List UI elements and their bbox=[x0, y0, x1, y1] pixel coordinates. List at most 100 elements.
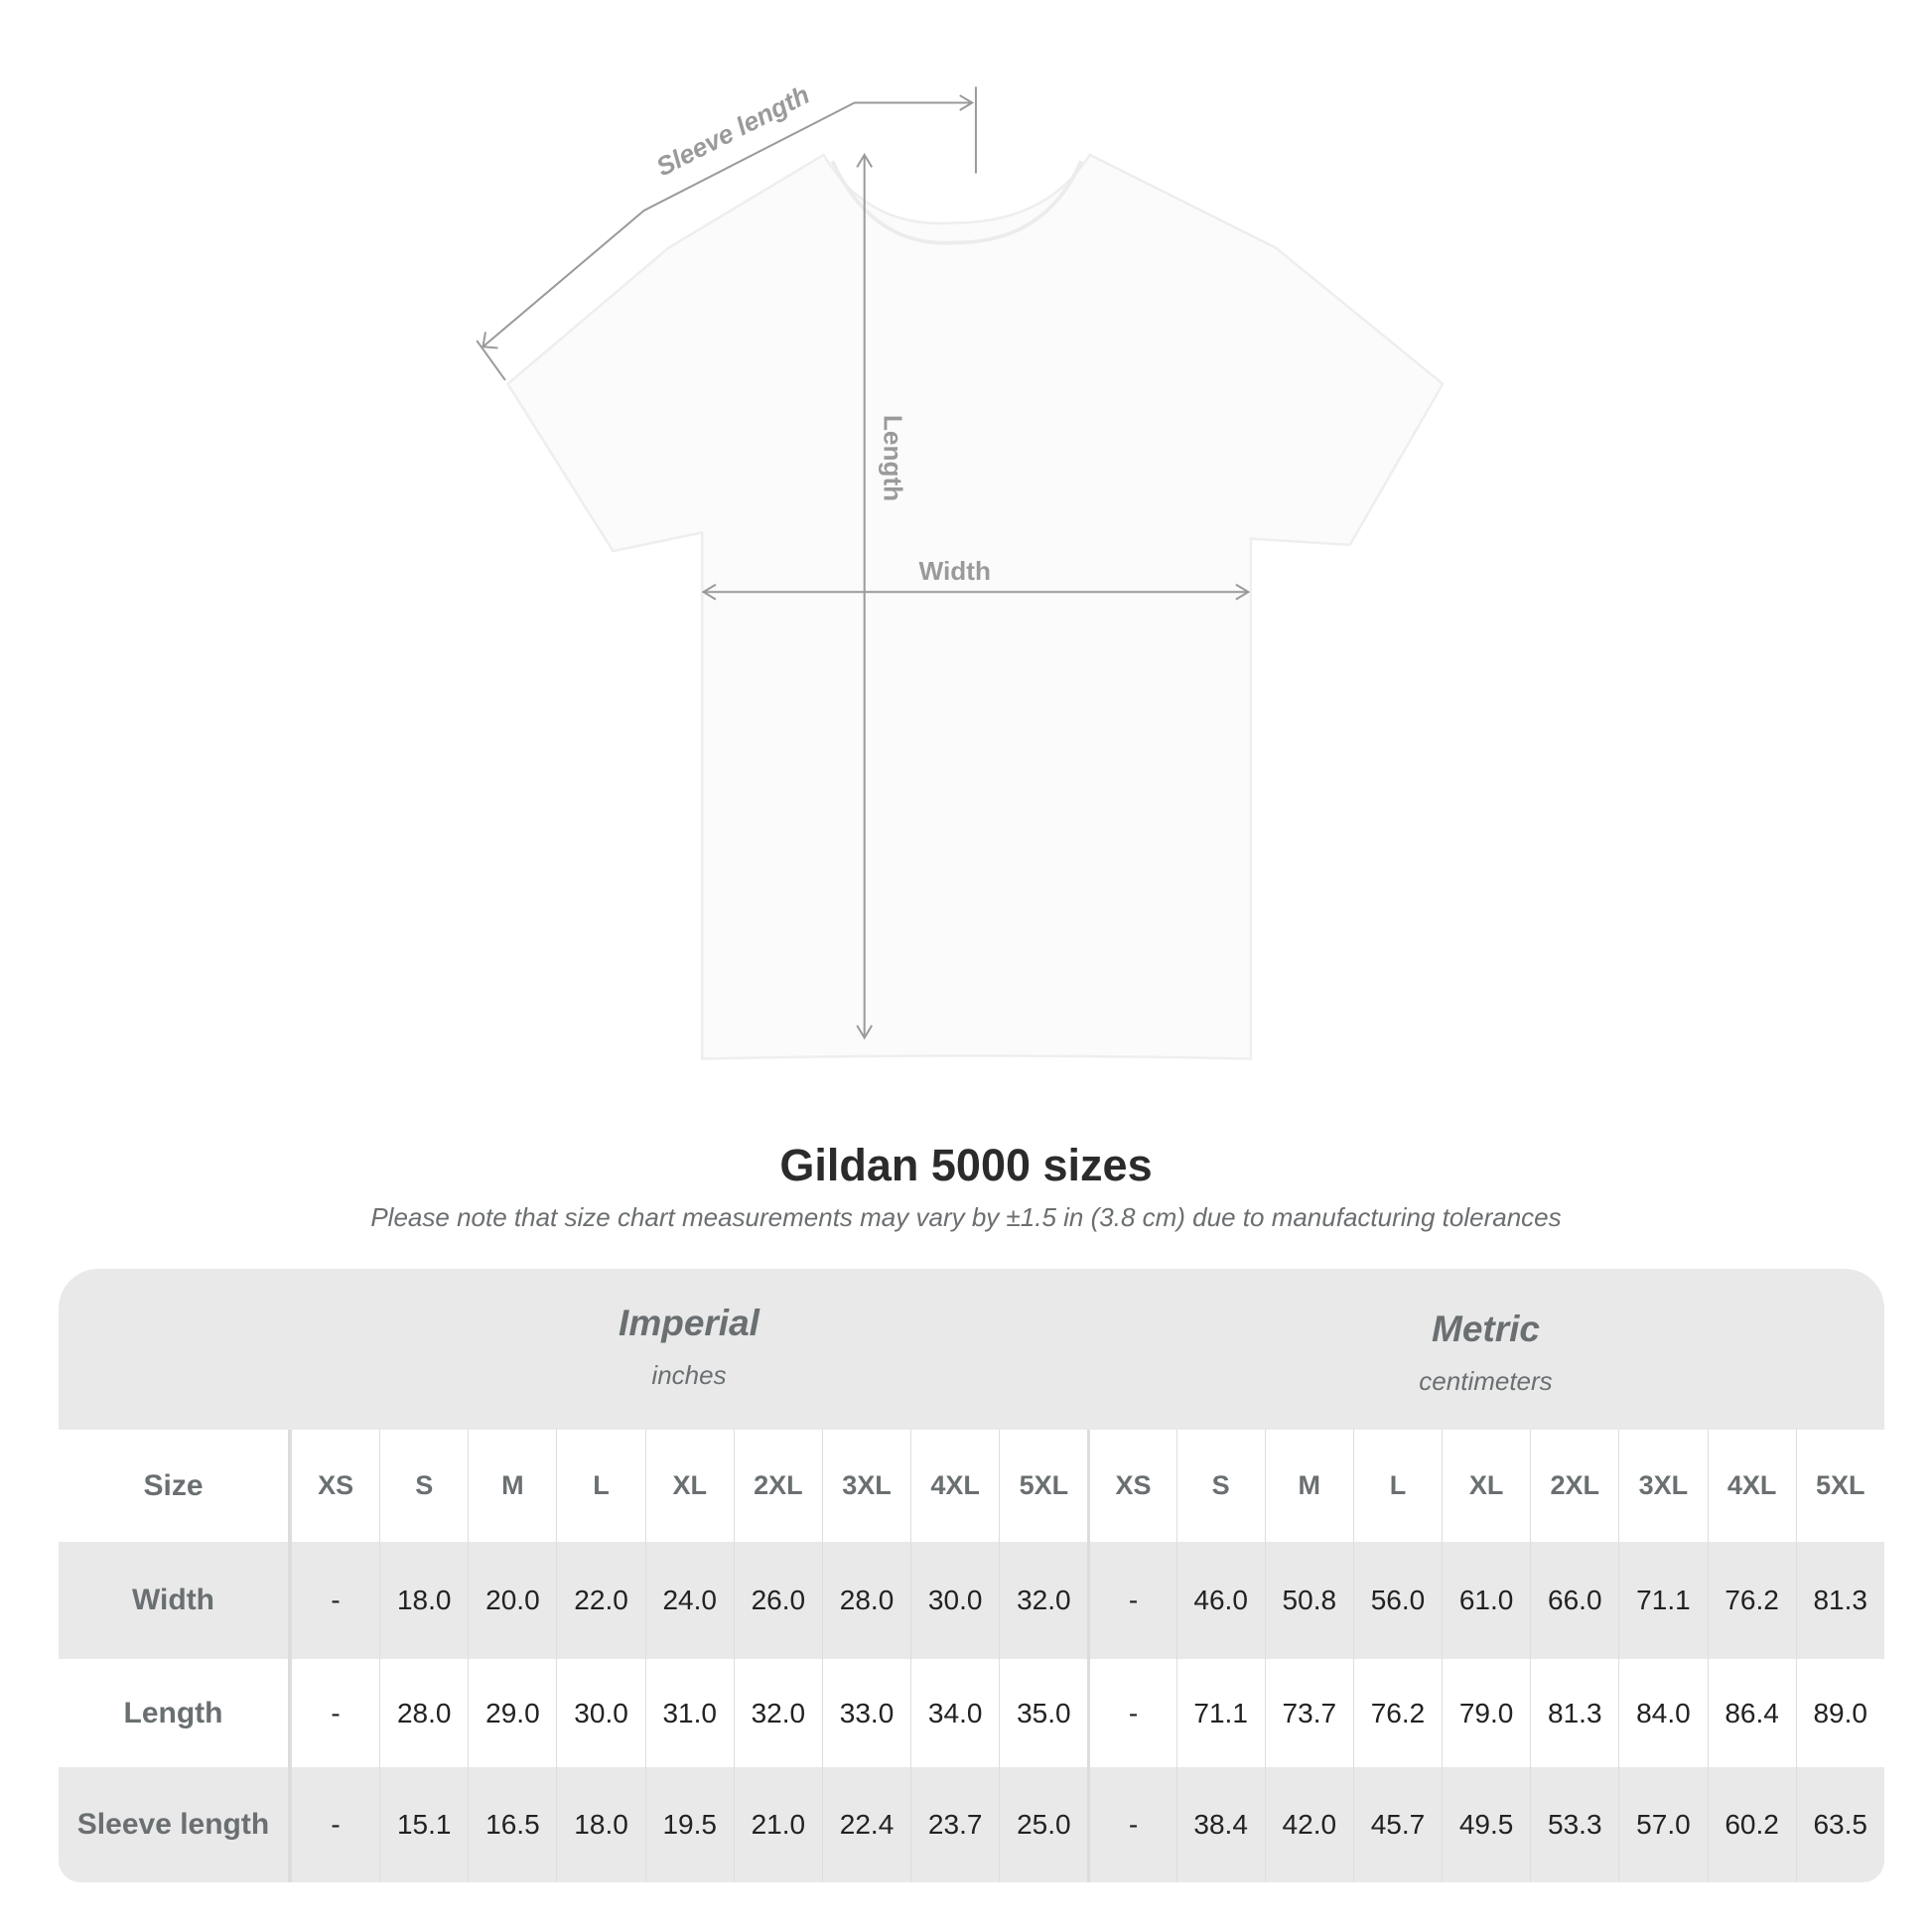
chart-title: Gildan 5000 sizes bbox=[779, 1140, 1153, 1190]
metric-size-header: 5XL bbox=[1795, 1430, 1884, 1542]
imperial-title: Imperial bbox=[619, 1303, 759, 1343]
metric-value-cell: 66.0 bbox=[1530, 1542, 1618, 1659]
width-arrow-right bbox=[1235, 583, 1251, 601]
metric-value-cell: 46.0 bbox=[1175, 1542, 1265, 1659]
metric-value-cell: 56.0 bbox=[1352, 1542, 1442, 1659]
imperial-value-cell: 31.0 bbox=[644, 1659, 734, 1767]
imperial-size-header: M bbox=[468, 1430, 556, 1542]
imperial-value-cell: 28.0 bbox=[379, 1659, 468, 1767]
size-label: Size bbox=[59, 1430, 291, 1542]
imperial-value-cell: 18.0 bbox=[379, 1542, 468, 1659]
width-arrow-left bbox=[701, 583, 717, 601]
imperial-value-cell: - bbox=[291, 1659, 379, 1767]
metric-value-cell: 76.2 bbox=[1352, 1659, 1442, 1767]
metric-value-cell: 50.8 bbox=[1264, 1542, 1353, 1659]
metric-value-cell: 84.0 bbox=[1618, 1659, 1707, 1767]
metric-value-cell: 42.0 bbox=[1264, 1767, 1353, 1882]
metric-value-cell: 81.3 bbox=[1530, 1659, 1618, 1767]
metric-size-header: 3XL bbox=[1618, 1430, 1707, 1542]
imperial-size-header: L bbox=[556, 1430, 644, 1542]
metric-value-cell: 86.4 bbox=[1707, 1659, 1796, 1767]
metric-header: Metric centimeters bbox=[1087, 1309, 1884, 1397]
imperial-value-cell: 22.0 bbox=[556, 1542, 644, 1659]
table-row: Width -18.0 20.0 22.0 24.0 26.0 28.0 30.0 32.0-4… bbox=[59, 1542, 1884, 1659]
imperial-size-header: 5XL bbox=[999, 1430, 1087, 1542]
imperial-value-cell: 32.0 bbox=[999, 1542, 1087, 1659]
imperial-value-cell: 32.0 bbox=[733, 1659, 822, 1767]
sleeve-tick-left bbox=[476, 340, 506, 381]
metric-value-cell: 81.3 bbox=[1795, 1542, 1884, 1659]
row-label: Sleeve length bbox=[59, 1767, 291, 1882]
imperial-value-cell: 35.0 bbox=[999, 1659, 1087, 1767]
imperial-size-header: 3XL bbox=[821, 1430, 910, 1542]
metric-title: Metric bbox=[1432, 1309, 1540, 1349]
imperial-value-cell: - bbox=[291, 1542, 379, 1659]
metric-value-cell: - bbox=[1087, 1542, 1175, 1659]
metric-value-cell: 49.5 bbox=[1442, 1767, 1530, 1882]
imperial-size-header: S bbox=[379, 1430, 468, 1542]
metric-value-cell: 61.0 bbox=[1442, 1542, 1530, 1659]
imperial-value-cell: 16.5 bbox=[468, 1767, 556, 1882]
table-row: Length -28.0 29.0 30.0 31.0 32.0 33.0 34.0 35.0-… bbox=[59, 1659, 1884, 1767]
imperial-value-cell: 34.0 bbox=[910, 1659, 999, 1767]
imperial-header: Imperial inches bbox=[291, 1303, 1087, 1391]
imperial-size-header: XS bbox=[291, 1430, 379, 1542]
metric-size-header: S bbox=[1175, 1430, 1265, 1542]
sleeve-arrow-end bbox=[959, 94, 975, 111]
sleeve-length-label: Sleeve length bbox=[651, 79, 814, 182]
imperial-size-header: XL bbox=[644, 1430, 734, 1542]
tolerance-note: Please note that size chart measurements… bbox=[370, 1202, 1562, 1232]
metric-size-header: XL bbox=[1442, 1430, 1530, 1542]
length-arrow-bottom bbox=[856, 1025, 874, 1040]
imperial-value-cell: 29.0 bbox=[468, 1659, 556, 1767]
metric-unit: centimeters bbox=[1419, 1366, 1553, 1396]
metric-size-header: M bbox=[1264, 1430, 1353, 1542]
metric-size-header: 2XL bbox=[1530, 1430, 1618, 1542]
imperial-value-cell: 20.0 bbox=[468, 1542, 556, 1659]
imperial-unit: inches bbox=[651, 1360, 727, 1390]
table-row: Sleeve length -15.1 16.5 18.0 19.5 21.0 22.4 23… bbox=[59, 1767, 1884, 1882]
metric-value-cell: - bbox=[1087, 1659, 1175, 1767]
metric-value-cell: 73.7 bbox=[1264, 1659, 1353, 1767]
imperial-size-header: 4XL bbox=[910, 1430, 999, 1542]
metric-size-header: XS bbox=[1087, 1430, 1175, 1542]
imperial-value-cell: 25.0 bbox=[999, 1767, 1087, 1882]
metric-value-cell: 79.0 bbox=[1442, 1659, 1530, 1767]
imperial-value-cell: - bbox=[291, 1767, 379, 1882]
imperial-value-cell: 26.0 bbox=[733, 1542, 822, 1659]
sleeve-length-line bbox=[482, 101, 973, 348]
metric-value-cell: - bbox=[1087, 1767, 1175, 1882]
imperial-value-cell: 19.5 bbox=[644, 1767, 734, 1882]
metric-value-cell: 71.1 bbox=[1618, 1542, 1707, 1659]
row-label: Width bbox=[59, 1542, 291, 1659]
imperial-value-cell: 21.0 bbox=[733, 1767, 822, 1882]
tshirt-diagram: Sleeve length Length Width bbox=[476, 79, 1445, 1060]
sleeve-arrow-start bbox=[482, 332, 498, 349]
imperial-value-cell: 30.0 bbox=[910, 1542, 999, 1659]
metric-value-cell: 76.2 bbox=[1707, 1542, 1796, 1659]
imperial-value-cell: 15.1 bbox=[379, 1767, 468, 1882]
imperial-value-cell: 30.0 bbox=[556, 1659, 644, 1767]
imperial-value-cell: 22.4 bbox=[821, 1767, 910, 1882]
metric-value-cell: 63.5 bbox=[1795, 1767, 1884, 1882]
size-table: Imperial inches Metric centimeters Size X… bbox=[59, 1269, 1884, 1882]
metric-value-cell: 71.1 bbox=[1175, 1659, 1265, 1767]
imperial-value-cell: 28.0 bbox=[821, 1542, 910, 1659]
table-header-band: Imperial inches Metric centimeters bbox=[59, 1269, 1884, 1430]
imperial-value-cell: 24.0 bbox=[644, 1542, 734, 1659]
tshirt-shape bbox=[505, 153, 1445, 1060]
size-header-row: Size XS S M L XL 2XL 3XL 4XL 5XL XS S M L XL 2XL 3XL 4XL 5… bbox=[59, 1430, 1884, 1542]
metric-value-cell: 53.3 bbox=[1530, 1767, 1618, 1882]
metric-size-header: 4XL bbox=[1707, 1430, 1796, 1542]
metric-value-cell: 57.0 bbox=[1618, 1767, 1707, 1882]
metric-value-cell: 38.4 bbox=[1175, 1767, 1265, 1882]
imperial-value-cell: 33.0 bbox=[821, 1659, 910, 1767]
imperial-size-header: 2XL bbox=[733, 1430, 822, 1542]
length-label: Length bbox=[879, 415, 908, 501]
metric-value-cell: 60.2 bbox=[1707, 1767, 1796, 1882]
row-label: Length bbox=[59, 1659, 291, 1767]
tshirt-neckline bbox=[830, 160, 1083, 245]
imperial-value-cell: 18.0 bbox=[556, 1767, 644, 1882]
metric-value-cell: 89.0 bbox=[1795, 1659, 1884, 1767]
width-label: Width bbox=[919, 556, 991, 586]
